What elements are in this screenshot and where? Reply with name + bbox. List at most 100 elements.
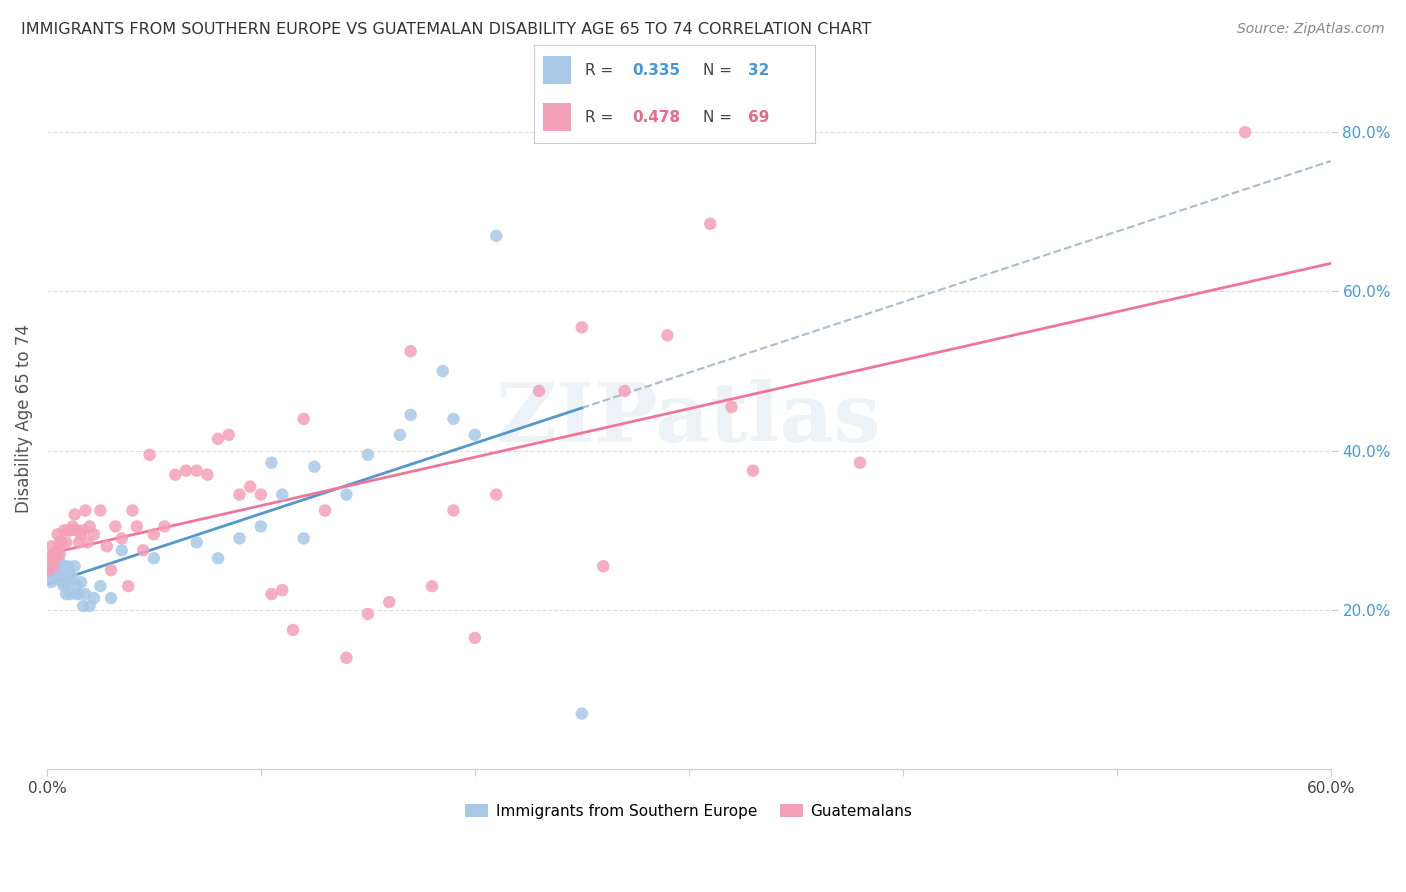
Point bbox=[46, 547, 69, 561]
Point bbox=[485, 487, 508, 501]
Point bbox=[420, 579, 443, 593]
Point bbox=[48, 547, 70, 561]
Point bbox=[42, 559, 65, 574]
Point bbox=[51, 563, 73, 577]
Point bbox=[250, 519, 273, 533]
Text: N =: N = bbox=[703, 62, 737, 78]
Point bbox=[153, 519, 176, 533]
Point bbox=[66, 579, 89, 593]
Point bbox=[527, 384, 550, 398]
Point bbox=[260, 587, 283, 601]
Point bbox=[59, 587, 82, 601]
Point bbox=[51, 575, 73, 590]
Point bbox=[132, 543, 155, 558]
Text: IMMIGRANTS FROM SOUTHERN EUROPE VS GUATEMALAN DISABILITY AGE 65 TO 74 CORRELATIO: IMMIGRANTS FROM SOUTHERN EUROPE VS GUATE… bbox=[21, 22, 872, 37]
Point bbox=[304, 459, 326, 474]
Text: 0.335: 0.335 bbox=[633, 62, 681, 78]
Point bbox=[742, 464, 765, 478]
Point bbox=[571, 320, 593, 334]
Point bbox=[1234, 125, 1257, 139]
Point bbox=[58, 524, 80, 538]
Text: R =: R = bbox=[585, 62, 619, 78]
Point bbox=[67, 587, 90, 601]
Text: R =: R = bbox=[585, 110, 619, 125]
Point bbox=[399, 344, 422, 359]
Point bbox=[39, 575, 62, 590]
Point bbox=[292, 532, 315, 546]
Text: N =: N = bbox=[703, 110, 737, 125]
Point bbox=[357, 448, 380, 462]
Point bbox=[63, 508, 86, 522]
Y-axis label: Disability Age 65 to 74: Disability Age 65 to 74 bbox=[15, 325, 32, 514]
Point bbox=[207, 432, 229, 446]
Point bbox=[111, 543, 134, 558]
Point bbox=[271, 487, 294, 501]
Point bbox=[46, 543, 69, 558]
Point bbox=[125, 519, 148, 533]
Point bbox=[48, 555, 70, 569]
Point bbox=[53, 559, 76, 574]
Point bbox=[42, 551, 65, 566]
Point bbox=[142, 527, 165, 541]
Point bbox=[59, 567, 82, 582]
Point bbox=[70, 575, 93, 590]
Point bbox=[657, 328, 679, 343]
Point bbox=[38, 563, 60, 577]
Point bbox=[592, 559, 614, 574]
Point bbox=[55, 571, 77, 585]
Point bbox=[55, 587, 77, 601]
Point bbox=[239, 480, 262, 494]
Text: ZIPatlas: ZIPatlas bbox=[496, 379, 882, 458]
Point bbox=[59, 524, 82, 538]
Point bbox=[165, 467, 187, 482]
Point bbox=[849, 456, 872, 470]
Point bbox=[53, 524, 76, 538]
Point bbox=[138, 448, 160, 462]
Point bbox=[111, 532, 134, 546]
Point bbox=[66, 524, 89, 538]
Point bbox=[44, 555, 66, 569]
Point bbox=[66, 587, 89, 601]
Point bbox=[335, 650, 357, 665]
Point bbox=[699, 217, 721, 231]
Point bbox=[104, 519, 127, 533]
Point bbox=[100, 591, 122, 606]
Point bbox=[292, 412, 315, 426]
Text: 32: 32 bbox=[748, 62, 769, 78]
Point bbox=[335, 487, 357, 501]
Legend: Immigrants from Southern Europe, Guatemalans: Immigrants from Southern Europe, Guatema… bbox=[458, 797, 918, 825]
Point bbox=[228, 487, 250, 501]
Point bbox=[250, 487, 273, 501]
Point bbox=[53, 579, 76, 593]
Point bbox=[70, 527, 93, 541]
Point bbox=[357, 607, 380, 621]
FancyBboxPatch shape bbox=[543, 56, 571, 84]
Point bbox=[260, 456, 283, 470]
Point bbox=[207, 551, 229, 566]
Point bbox=[441, 503, 464, 517]
Point bbox=[44, 551, 66, 566]
Text: Source: ZipAtlas.com: Source: ZipAtlas.com bbox=[1237, 22, 1385, 37]
Point bbox=[228, 532, 250, 546]
Point bbox=[39, 551, 62, 566]
Point bbox=[314, 503, 336, 517]
Point bbox=[464, 631, 486, 645]
Text: 0.478: 0.478 bbox=[633, 110, 681, 125]
Point bbox=[72, 599, 94, 613]
Point bbox=[485, 228, 508, 243]
Point bbox=[62, 571, 84, 585]
Point bbox=[100, 563, 122, 577]
Point bbox=[62, 519, 84, 533]
Text: 69: 69 bbox=[748, 110, 769, 125]
Point bbox=[89, 503, 111, 517]
Point bbox=[613, 384, 636, 398]
Point bbox=[67, 535, 90, 549]
Point bbox=[76, 535, 98, 549]
Point bbox=[72, 524, 94, 538]
Point bbox=[39, 559, 62, 574]
Point bbox=[117, 579, 139, 593]
Point bbox=[79, 519, 101, 533]
Point bbox=[83, 591, 105, 606]
Point bbox=[121, 503, 143, 517]
Point bbox=[281, 623, 304, 637]
